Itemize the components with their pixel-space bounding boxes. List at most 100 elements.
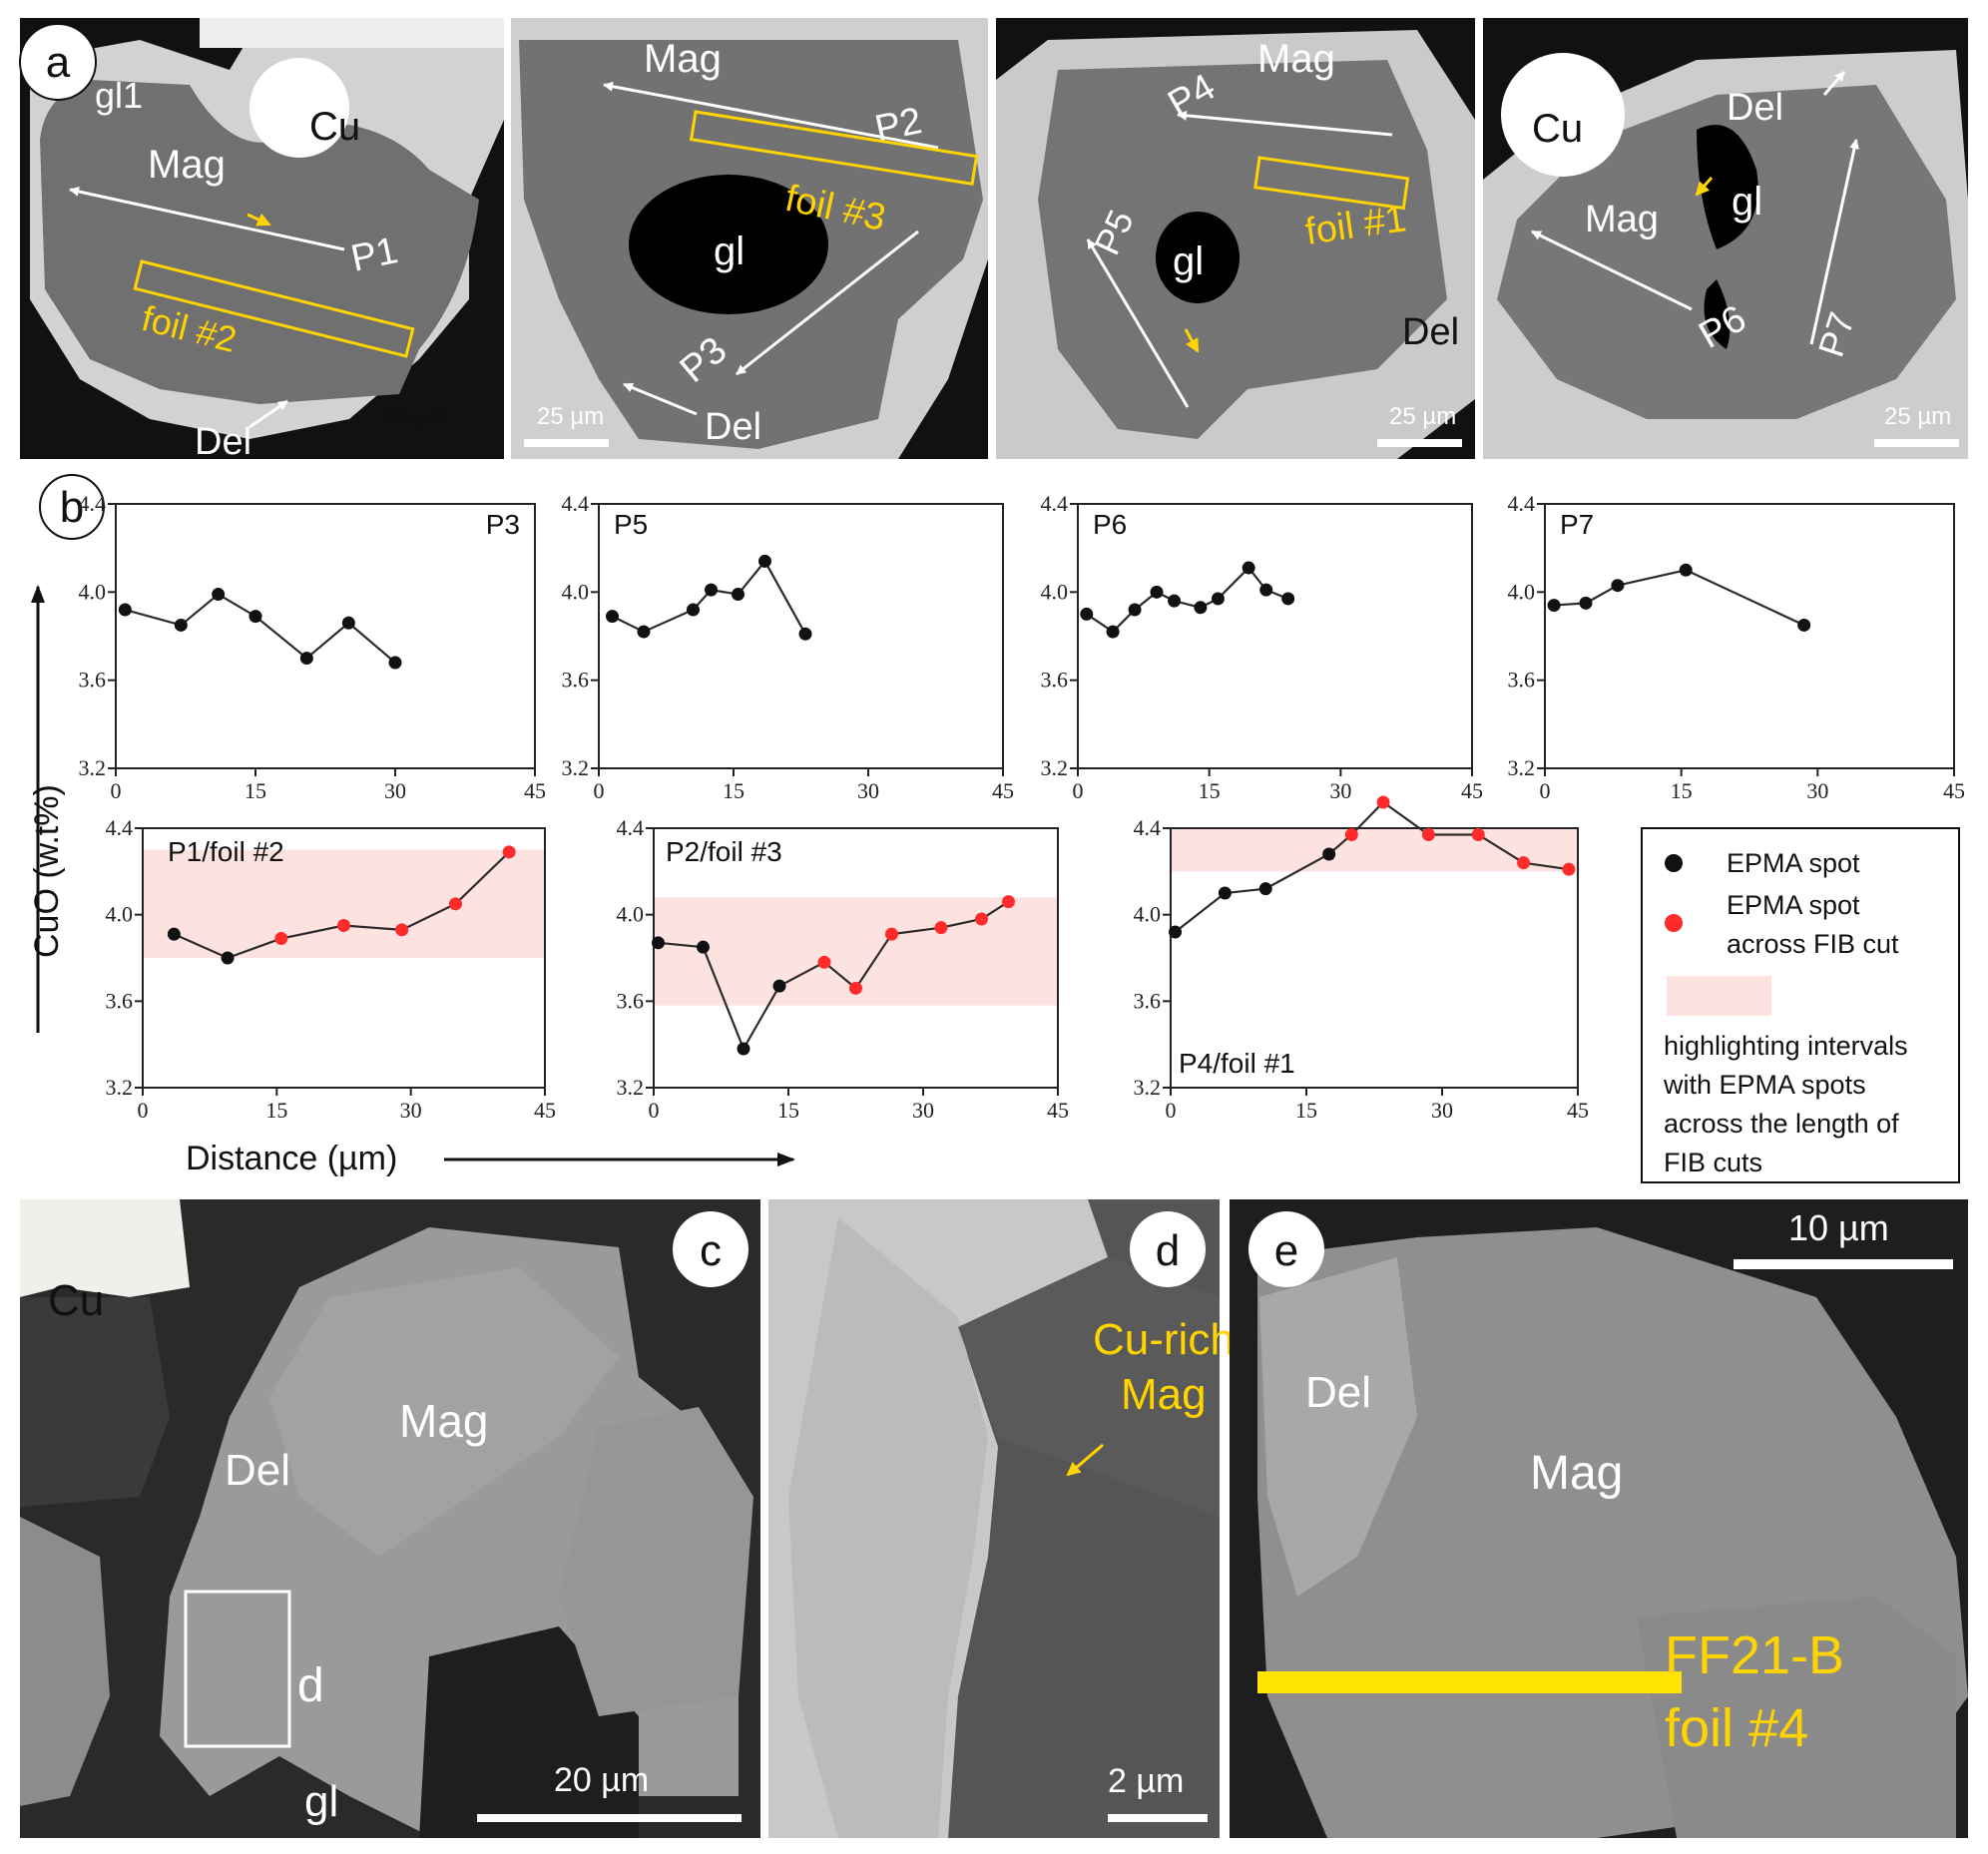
epma-spot-fib (1002, 895, 1015, 909)
x-tick-label: 0 (649, 1098, 660, 1123)
y-tick-label: 3.2 (617, 1075, 645, 1100)
epma-spot (606, 610, 619, 624)
plot-title: P6 (1093, 509, 1127, 540)
plot-title: P5 (614, 509, 648, 540)
epma-spot (1258, 882, 1272, 896)
panel-letter-a (19, 23, 97, 101)
foil-position-bar (1257, 1671, 1682, 1693)
y-tick-label: 3.2 (79, 755, 107, 780)
epma-spot-fib (448, 897, 462, 911)
label-del: Del (705, 406, 761, 448)
x-tick-label: 0 (1540, 778, 1551, 803)
sem-image-a1: a gl1 Cu Mag P1 foil #2 Del 25 µm (19, 18, 504, 463)
epma-spot (1106, 625, 1120, 639)
plot-frame (1544, 503, 1955, 769)
y-tick-label: 3.6 (1041, 668, 1069, 693)
yellow-arrow (1066, 1443, 1104, 1477)
foil-box (1253, 156, 1410, 211)
epma-spot (1211, 592, 1225, 606)
label-mag: Mag (1121, 1370, 1207, 1419)
epma-spot (1679, 563, 1693, 577)
epma-spot (174, 618, 188, 632)
legend-label-red-2: across FIB cut (1727, 929, 1899, 959)
y-tick-label: 4.4 (79, 491, 107, 516)
profile-arrow-p1 (69, 187, 345, 251)
series-line (1086, 566, 1289, 634)
panel-letter-a-text: a (46, 38, 71, 87)
epma-spot (652, 936, 665, 950)
y-tick-label: 4.4 (106, 815, 134, 840)
y-tick-label: 3.6 (1508, 668, 1536, 693)
label-gl1: gl1 (95, 75, 143, 116)
del-arrow (1822, 71, 1846, 96)
y-tick-label: 4.0 (79, 579, 107, 604)
x-tick-label: 15 (1295, 1098, 1317, 1123)
scale-label: 25 µm (384, 403, 451, 430)
sem-image-a3: Mag P4 foil #1 P5 gl Del 25 µm (996, 18, 1475, 459)
epma-spot-fib (934, 921, 948, 935)
legend-band-3: across the length of (1664, 1109, 1899, 1139)
y-tick-label: 4.4 (1041, 491, 1069, 516)
scale-bar (1874, 439, 1959, 447)
profile-arrow-p4 (1177, 110, 1393, 137)
epma-spot-fib (1376, 795, 1390, 809)
plot-title: P3 (486, 509, 520, 540)
y-tick-label: 3.6 (562, 668, 590, 693)
plot-title: P2/foil #3 (666, 836, 782, 867)
epma-spot (637, 625, 651, 639)
legend-black-dot (1665, 854, 1683, 872)
epma-spot (388, 656, 402, 670)
panel-letter-e (1248, 1211, 1324, 1287)
x-tick-label: 30 (857, 778, 879, 803)
y-tick-label: 3.2 (106, 1075, 134, 1100)
y-tick-label: 3.6 (1134, 988, 1162, 1013)
label-mag: Mag (399, 1395, 488, 1447)
plot-frame (598, 503, 1004, 769)
scale-label: 2 µm (1108, 1762, 1184, 1800)
epma-spot-fib (502, 845, 516, 859)
scale-bar (374, 439, 459, 447)
profile-arrow-p7 (1809, 139, 1859, 345)
label-gl: gl (714, 230, 745, 273)
x-tick-label: 30 (384, 778, 406, 803)
epma-spot (772, 979, 786, 993)
profile-arrow-p6 (1531, 230, 1693, 311)
epma-spot-fib (1562, 862, 1576, 876)
scale-label: 20 µm (554, 1761, 649, 1799)
series-line (1554, 569, 1805, 627)
y-tick-label: 4.0 (617, 902, 645, 927)
label-p1: P1 (347, 230, 401, 280)
del-arrow (248, 399, 288, 429)
panel-a: a gl1 Cu Mag P1 foil #2 Del 25 µm Mag P2… (19, 18, 1968, 463)
scale-bar (1108, 1814, 1208, 1822)
epma-spot-fib (849, 981, 862, 995)
x-tick-label: 45 (1943, 778, 1965, 803)
scale-label: 10 µm (1788, 1207, 1889, 1248)
epma-spot-fib (1344, 828, 1358, 841)
y-tick-label: 4.4 (562, 491, 590, 516)
series-line (1174, 800, 1570, 933)
scale-label: 25 µm (1884, 403, 1951, 430)
panel-letter-b (39, 474, 105, 540)
x-tick-label: 45 (534, 1098, 556, 1123)
x-tick-label: 0 (111, 778, 122, 803)
epma-spot (1259, 583, 1273, 597)
x-tick-label: 45 (1047, 1098, 1069, 1123)
y-tick-label: 4.0 (1041, 579, 1069, 604)
highlight-band (1171, 828, 1578, 872)
sem-image-a4: Cu Del Mag gl P6 P7 25 µm (1483, 18, 1968, 459)
plot-1: 0 15 30 45 3.2 3.6 4.0 4.4 P3 (79, 491, 547, 803)
epma-spot (1080, 607, 1094, 621)
label-del: Del (1305, 1368, 1371, 1417)
foil-box (689, 110, 979, 186)
epma-spot (221, 951, 235, 965)
epma-spot (212, 588, 226, 602)
scale-bar (477, 1814, 742, 1822)
y-tick-label: 4.0 (562, 579, 590, 604)
epma-spot (798, 627, 812, 641)
y-axis-label: CuO (w.t%) (28, 784, 66, 958)
legend-red-dot (1665, 914, 1683, 932)
epma-spot-fib (1517, 856, 1531, 870)
plot-frame (653, 827, 1059, 1089)
label-del: Del (225, 1446, 290, 1495)
